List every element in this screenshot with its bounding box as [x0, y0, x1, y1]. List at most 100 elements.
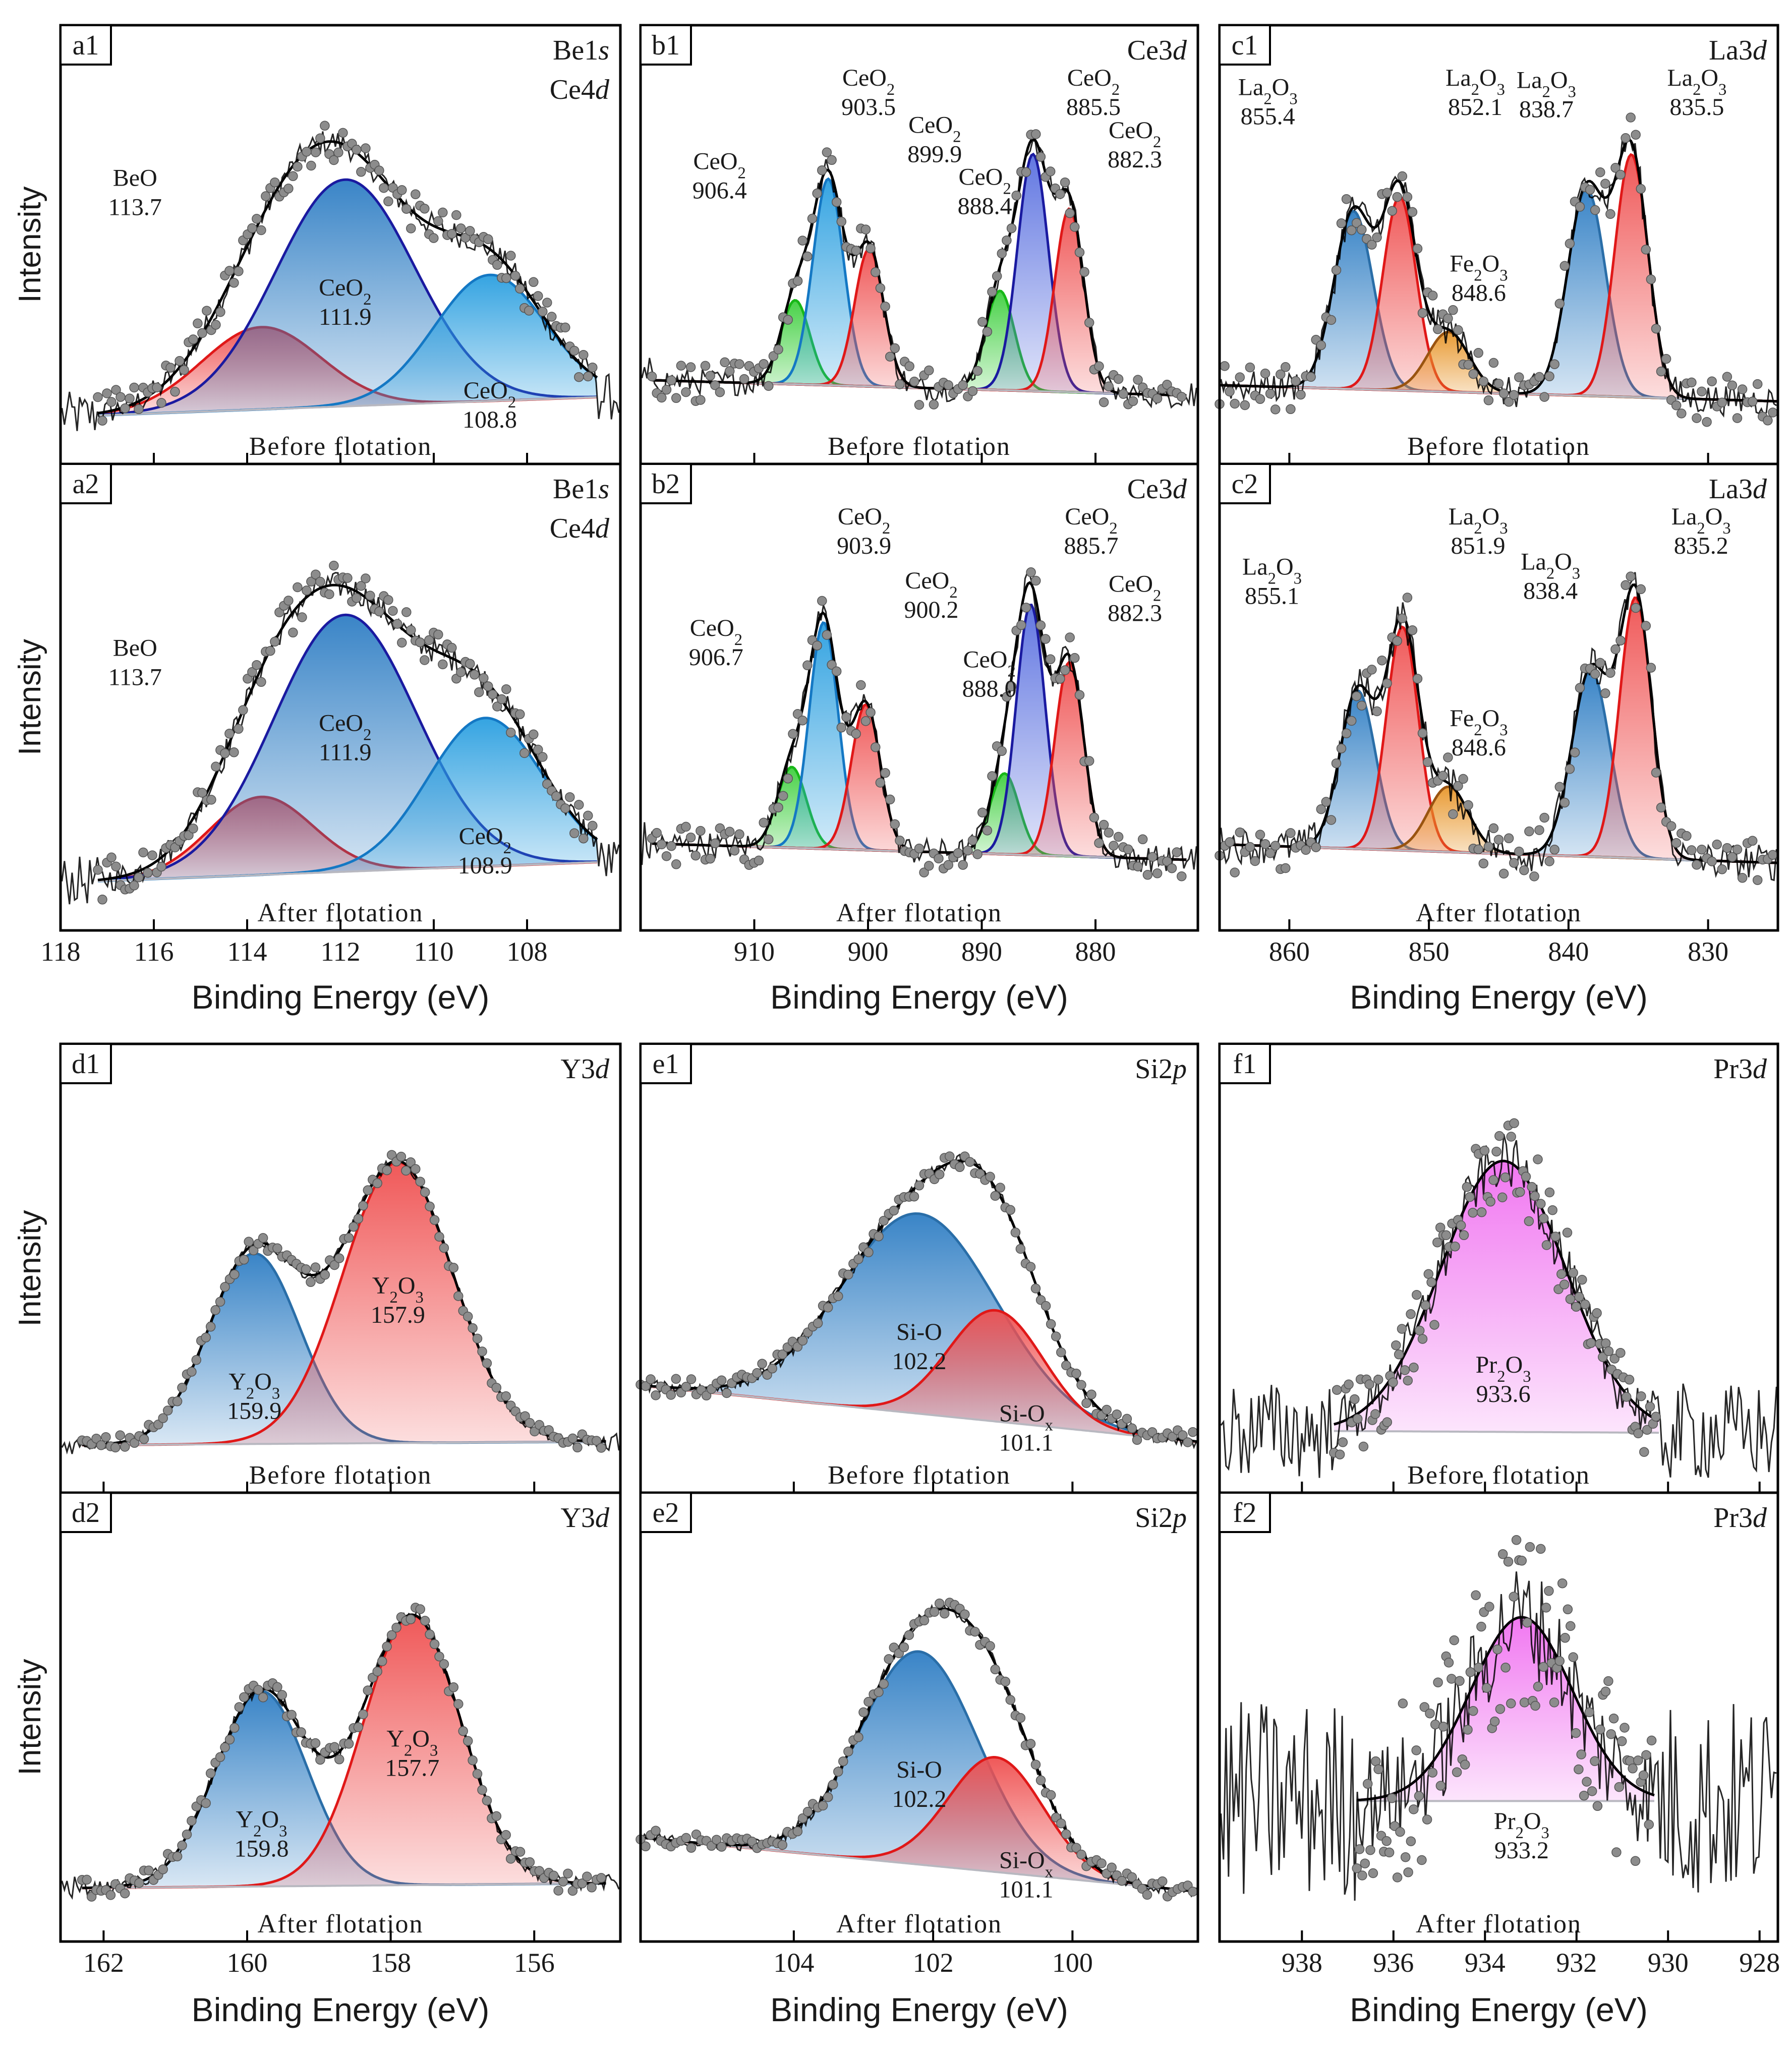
data-point	[1045, 166, 1056, 177]
data-point	[1336, 218, 1347, 228]
data-point	[1568, 1652, 1578, 1662]
data-point	[247, 667, 257, 677]
data-point	[465, 226, 475, 236]
data-point	[705, 371, 715, 381]
data-point	[234, 1702, 245, 1712]
data-point	[1768, 407, 1778, 418]
data-point	[329, 155, 339, 165]
raw-data-b2	[641, 567, 1197, 882]
data-point	[1407, 207, 1418, 217]
data-point	[1590, 669, 1600, 679]
data-point	[1422, 1814, 1432, 1825]
data-point	[401, 607, 412, 617]
data-point	[1671, 838, 1682, 848]
data-point	[1357, 700, 1367, 711]
data-point	[1456, 1220, 1466, 1230]
data-point	[1425, 1708, 1435, 1719]
peak-species-label: BeO	[113, 634, 157, 661]
data-point	[945, 1151, 955, 1161]
raw-trace-d2	[61, 1610, 620, 1900]
x-tick-label: 112	[321, 936, 361, 967]
data-point	[1432, 324, 1443, 334]
data-point	[817, 596, 827, 606]
data-point	[93, 865, 103, 875]
data-point	[1031, 129, 1041, 139]
panel-tag-e2: e2	[640, 1492, 692, 1533]
data-point	[1045, 654, 1056, 664]
data-point	[152, 382, 162, 393]
data-point	[1630, 1856, 1641, 1866]
data-point	[129, 880, 139, 891]
data-point	[1005, 1695, 1016, 1705]
data-point	[324, 589, 334, 600]
data-point	[386, 1630, 397, 1640]
data-point	[542, 779, 552, 789]
data-point	[179, 365, 189, 375]
data-point	[843, 1746, 853, 1756]
peak-fill-b1-3	[652, 290, 1187, 396]
data-point	[401, 204, 412, 214]
data-point	[425, 1629, 435, 1639]
data-point	[433, 216, 443, 226]
data-point	[657, 392, 667, 403]
peak-fill-b1-5	[652, 209, 1187, 396]
data-point	[424, 635, 434, 645]
data-point	[420, 655, 430, 665]
data-point	[1035, 152, 1046, 162]
background-line-a2	[97, 861, 597, 883]
data-point	[1321, 797, 1332, 807]
data-point	[919, 867, 929, 877]
peak-species-label: Fe2O3	[1450, 250, 1508, 284]
panel-title: Ce3d	[1127, 35, 1187, 66]
data-point	[569, 345, 580, 356]
data-point	[1372, 706, 1382, 717]
data-point	[1574, 1291, 1584, 1302]
panel-title: Be1s	[553, 35, 609, 66]
panel-tag-text: d2	[72, 1497, 100, 1529]
data-point	[177, 1383, 187, 1393]
data-point	[1651, 323, 1661, 334]
data-point	[955, 1162, 965, 1172]
data-point	[1752, 875, 1763, 885]
panel-title: La3d	[1709, 474, 1767, 505]
panel-tag-c2: c2	[1219, 463, 1271, 504]
data-point	[483, 681, 493, 691]
data-point	[1621, 580, 1631, 591]
data-point	[156, 398, 166, 408]
data-point	[1519, 1697, 1530, 1708]
data-point	[831, 666, 842, 676]
data-point	[560, 803, 570, 813]
data-point	[397, 185, 407, 195]
data-point	[1065, 632, 1075, 642]
data-point	[853, 1732, 863, 1742]
data-point	[1127, 1872, 1137, 1883]
data-point	[1493, 835, 1504, 845]
data-point	[715, 387, 725, 397]
peak-position-label: 900.2	[904, 597, 959, 623]
data-point	[1722, 372, 1732, 382]
data-point	[1326, 815, 1337, 825]
data-point	[1563, 1604, 1573, 1615]
data-point	[187, 1815, 197, 1826]
data-point	[1109, 841, 1119, 851]
data-point	[1603, 1346, 1614, 1357]
data-point	[1040, 634, 1051, 644]
data-point	[1060, 665, 1070, 675]
data-point	[372, 1666, 382, 1677]
data-point	[880, 301, 890, 312]
data-point	[391, 1622, 401, 1633]
data-point	[1530, 1191, 1540, 1201]
data-point	[551, 791, 561, 801]
data-point	[696, 395, 706, 405]
data-point	[1707, 376, 1717, 386]
peak-position-label: 885.7	[1064, 533, 1119, 559]
peak-species-label: La2O3	[1521, 548, 1580, 582]
data-point	[1420, 1300, 1431, 1311]
data-point	[1412, 674, 1423, 684]
data-point	[172, 1851, 183, 1861]
data-point	[1188, 1427, 1198, 1437]
data-point	[1435, 1781, 1446, 1791]
data-point	[1595, 1724, 1605, 1735]
data-point	[1055, 674, 1065, 684]
data-point	[1132, 1435, 1142, 1445]
